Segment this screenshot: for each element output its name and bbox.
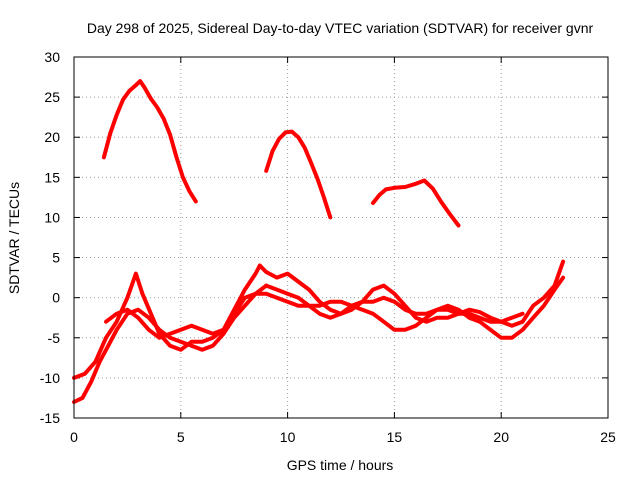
x-tick-label: 15 — [387, 429, 403, 445]
series-trace-f — [104, 291, 397, 340]
series-trace-c — [456, 259, 566, 328]
y-tick-label: -10 — [40, 370, 60, 386]
series-trace-e — [264, 275, 566, 340]
y-tick-label: 15 — [44, 169, 60, 185]
series-arc-1 — [101, 79, 198, 204]
x-tick-labels: 0 5 10 15 20 25 — [70, 429, 616, 445]
y-tick-label: 0 — [52, 290, 60, 306]
y-tick-label: 30 — [44, 49, 60, 65]
series-trace-g — [392, 299, 525, 324]
x-tick-label: 5 — [177, 429, 185, 445]
series-arc-2 — [264, 129, 333, 220]
y-tick-label: 5 — [52, 250, 60, 266]
x-tick-label: 0 — [70, 429, 78, 445]
y-tick-label: -5 — [48, 330, 61, 346]
series-arc-3 — [371, 178, 461, 228]
y-tick-label: 10 — [44, 209, 60, 225]
y-axis-label: SDTVAR / TECUs — [6, 182, 22, 294]
grid-lines — [74, 57, 608, 418]
x-tick-label: 25 — [600, 429, 616, 445]
axis-ticks — [73, 56, 609, 419]
y-tick-label: 20 — [44, 129, 60, 145]
y-tick-labels: -15 -10 -5 0 5 10 15 20 25 30 — [40, 49, 60, 426]
x-tick-label: 10 — [280, 429, 296, 445]
chart-title: Day 298 of 2025, Sidereal Day-to-day VTE… — [87, 20, 594, 36]
x-axis-label: GPS time / hours — [287, 457, 394, 473]
y-tick-label: -15 — [40, 410, 60, 426]
x-tick-label: 20 — [493, 429, 509, 445]
series-traces — [72, 79, 566, 404]
y-tick-label: 25 — [44, 89, 60, 105]
plot-frame — [73, 56, 609, 419]
